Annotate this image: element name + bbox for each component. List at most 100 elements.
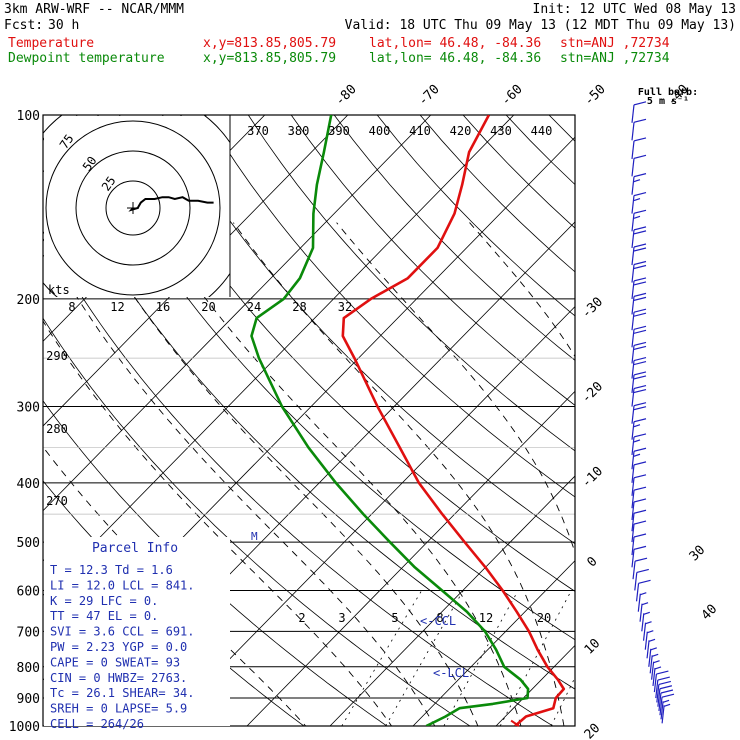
isotherm [0, 115, 16, 726]
temperature-trace [341, 115, 566, 726]
wind-barb [631, 474, 647, 496]
isotherm-label: 0 [584, 554, 600, 570]
isotherm [579, 115, 740, 726]
mixing-ratio-label: 20 [537, 611, 551, 625]
hodograph-ring [105, 180, 161, 236]
isotherm-label: -80 [333, 82, 360, 109]
mixing-ratio-line [341, 590, 423, 726]
valid-time: Valid: 18 UTC Thu 09 May 13 (12 MDT Thu … [344, 18, 736, 33]
theta-label: 410 [409, 124, 431, 138]
theta-label: 380 [288, 124, 310, 138]
theta-label: 400 [369, 124, 391, 138]
isotherm [43, 115, 349, 427]
hodograph-speed-tick: 8 [68, 300, 75, 314]
dry-adiabat [333, 115, 575, 361]
wind-barb [631, 192, 647, 214]
wind-barb [631, 402, 647, 424]
wind-barb [631, 209, 647, 232]
wind-barb [656, 680, 671, 703]
mixing-ratio-label: 8 [436, 611, 443, 625]
parcel-info-title: Parcel Info [92, 541, 178, 556]
isotherm-label: -60 [499, 82, 526, 109]
wind-barb [631, 277, 647, 299]
temperature-legend-name: Temperature [8, 36, 95, 51]
hodograph-trace [128, 196, 214, 212]
isotherm-label: 10 [582, 636, 604, 658]
wind-barb [642, 621, 652, 641]
hodograph-speed-tick: 24 [247, 300, 261, 314]
pressure-tick-label: 700 [17, 625, 40, 640]
hodograph-speed-tick: 32 [338, 300, 352, 314]
barb-legend-line1: Full barb: [638, 87, 698, 98]
dry-adiabat [43, 136, 575, 690]
wind-barb [631, 341, 647, 364]
barb-legend-line2: 5 m s⁻¹ [647, 96, 689, 107]
hodograph-ring-label: 50 [80, 154, 100, 174]
hodograph-speed-tick: 16 [156, 300, 170, 314]
parcel-info-row: CAPE = 0 SWEAT= 93 [50, 655, 180, 669]
dewpoint-trace [250, 115, 530, 726]
forecast-hour: 30 h [48, 18, 80, 33]
wind-barbs [631, 101, 675, 724]
parcel-info-row: Tc = 26.1 SHEAR= 34. [50, 686, 195, 700]
isotherm [43, 115, 515, 596]
wind-barb [631, 447, 647, 470]
dry-adiabat-label: 290 [46, 349, 68, 363]
wind-barb [659, 693, 675, 716]
theta-label: 440 [531, 124, 553, 138]
pressure-tick-label: 200 [17, 293, 40, 308]
wind-barb [631, 118, 647, 141]
pressure-tick-label: 800 [17, 661, 40, 676]
temperature-legend-latlon: lat,lon= 46.48, -84.36 [369, 36, 542, 51]
pressure-tick-label: 900 [17, 692, 40, 707]
theta-label: 370 [247, 124, 269, 138]
wind-barb [651, 660, 660, 680]
wind-barb [631, 509, 647, 532]
isotherm [43, 115, 432, 512]
parcel-info-row: CIN = 0 HWBZ= 2763. [50, 671, 187, 685]
dry-adiabat [592, 115, 740, 739]
theta-label: 430 [490, 124, 512, 138]
wind-barb [631, 498, 647, 521]
wind-barb [631, 418, 647, 440]
dry-adiabat [635, 115, 740, 739]
wind-barb [631, 461, 647, 483]
isotherm-label: -10 [579, 464, 606, 491]
isotherm [495, 644, 575, 726]
wind-barb [634, 568, 649, 591]
wind-barb [631, 308, 647, 331]
wind-barb [661, 703, 671, 724]
dry-adiabat-label: 280 [46, 422, 68, 436]
hodograph-ring-label: 75 [57, 132, 77, 152]
mixing-ratio-label: 3 [338, 611, 345, 625]
wind-barb [631, 545, 647, 568]
pressure-tick-label: 1000 [9, 720, 40, 735]
parcel-info-row: K = 29 LFC = 0. [50, 594, 158, 608]
isotherm [329, 475, 575, 726]
dewpoint-legend-stn: stn=ANJ ,72734 [560, 51, 670, 66]
wind-barb [660, 699, 670, 720]
profile-traces [250, 115, 566, 727]
dry-adiabat [721, 115, 740, 739]
parcel-info-panel: Parcel Info T = 12.3 Td = 1.6LI = 12.0 L… [44, 537, 230, 731]
hodograph-speed-tick: 12 [110, 300, 124, 314]
dry-adiabat [505, 115, 575, 186]
mixing-ratio-label: 5 [391, 611, 398, 625]
isotherm-label: 20 [582, 721, 604, 740]
temperature-legend-xy: x,y=813.85,805.79 [203, 36, 337, 51]
parcel-info-row: T = 12.3 Td = 1.6 [50, 563, 173, 577]
hodograph-speed-tick: 20 [201, 300, 215, 314]
wind-barb [631, 292, 647, 315]
dewpoint-legend-latlon: lat,lon= 46.48, -84.36 [369, 51, 542, 66]
wind-barb [631, 101, 647, 123]
isotherm-label: -30 [579, 295, 606, 322]
wind-barb [631, 173, 647, 195]
wind-barb [649, 653, 659, 674]
forecast-label: Fcst: [4, 18, 44, 33]
dewpoint-legend-xy: x,y=813.85,805.79 [203, 51, 337, 66]
mixing-ratio-label: 2 [298, 611, 305, 625]
parcel-info-row: TT = 47 EL = 0. [50, 609, 158, 623]
parcel-info-row: PW = 2.23 YGP = 0.0 [50, 640, 187, 654]
isotherm [662, 115, 740, 726]
hodograph-speed-tick: 28 [292, 300, 306, 314]
